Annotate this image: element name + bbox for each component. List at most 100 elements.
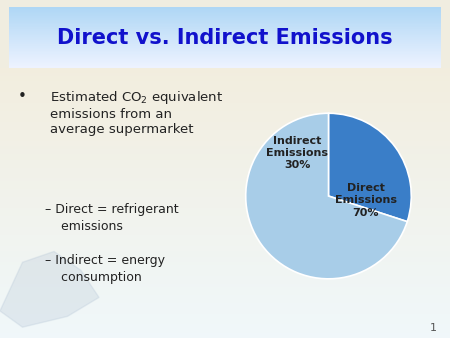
Bar	[9, 19, 441, 20]
Bar	[0, 87, 450, 89]
Bar	[0, 97, 450, 100]
Bar	[0, 203, 450, 206]
Bar	[0, 78, 450, 81]
Bar	[0, 206, 450, 208]
Bar	[0, 224, 450, 227]
Bar	[0, 100, 450, 103]
Bar	[9, 60, 441, 61]
Bar	[0, 262, 450, 265]
Bar	[0, 251, 450, 254]
Bar	[0, 279, 450, 281]
Text: Direct
Emissions
70%: Direct Emissions 70%	[335, 183, 397, 218]
Bar	[0, 108, 450, 111]
Bar	[9, 15, 441, 16]
Bar	[9, 41, 441, 42]
Bar	[9, 36, 441, 37]
Bar	[9, 12, 441, 13]
Text: – Direct = refrigerant
    emissions: – Direct = refrigerant emissions	[45, 203, 179, 233]
Bar	[9, 62, 441, 63]
Bar	[9, 17, 441, 18]
Bar	[0, 319, 450, 322]
Bar	[0, 189, 450, 192]
Bar	[0, 135, 450, 138]
Bar	[9, 16, 441, 17]
Text: Indirect
Emissions
30%: Indirect Emissions 30%	[266, 136, 328, 170]
Wedge shape	[328, 113, 411, 222]
Bar	[0, 162, 450, 165]
Bar	[0, 181, 450, 184]
Bar	[9, 8, 441, 9]
Bar	[9, 18, 441, 19]
Bar	[0, 246, 450, 249]
Circle shape	[0, 246, 135, 338]
Bar	[0, 84, 450, 87]
Bar	[9, 44, 441, 45]
Bar	[9, 29, 441, 30]
Bar	[9, 57, 441, 58]
Bar	[0, 111, 450, 114]
Bar	[0, 254, 450, 257]
Bar	[0, 333, 450, 335]
Bar	[0, 70, 450, 73]
Bar	[9, 33, 441, 34]
Bar	[9, 46, 441, 47]
Bar	[0, 89, 450, 92]
Bar	[9, 23, 441, 24]
Bar	[0, 241, 450, 243]
Bar	[0, 327, 450, 330]
Bar	[9, 67, 441, 68]
Bar	[0, 287, 450, 289]
Bar	[0, 151, 450, 154]
Bar	[0, 92, 450, 95]
Bar	[9, 27, 441, 28]
Bar	[0, 257, 450, 260]
Bar	[9, 14, 441, 15]
Bar	[0, 138, 450, 141]
Bar	[0, 81, 450, 84]
Bar	[0, 289, 450, 292]
Bar	[9, 24, 441, 25]
Bar	[9, 47, 441, 48]
Bar	[0, 216, 450, 219]
Bar	[0, 68, 450, 70]
Bar	[0, 173, 450, 176]
Bar	[0, 170, 450, 173]
Bar	[0, 306, 450, 308]
Bar	[9, 11, 441, 12]
Bar	[0, 270, 450, 273]
Bar	[0, 103, 450, 105]
Bar	[9, 7, 441, 8]
Bar	[9, 54, 441, 55]
Bar	[9, 22, 441, 23]
Text: 1: 1	[429, 322, 436, 333]
Wedge shape	[246, 113, 407, 279]
Bar	[0, 335, 450, 338]
Bar	[9, 31, 441, 32]
Bar	[9, 32, 441, 33]
Bar	[9, 25, 441, 26]
Bar	[0, 187, 450, 189]
Bar	[0, 300, 450, 303]
Bar	[9, 61, 441, 62]
Bar	[0, 311, 450, 314]
Bar	[0, 157, 450, 160]
Bar	[0, 276, 450, 279]
Bar	[0, 308, 450, 311]
Bar	[0, 127, 450, 130]
Bar	[0, 295, 450, 297]
Bar	[0, 316, 450, 319]
Bar	[0, 178, 450, 181]
Bar	[9, 21, 441, 22]
Bar	[0, 314, 450, 316]
Bar	[9, 63, 441, 64]
Bar	[9, 13, 441, 14]
Bar	[9, 59, 441, 60]
Bar	[0, 227, 450, 230]
Bar	[0, 141, 450, 143]
Bar	[0, 176, 450, 178]
Bar	[9, 20, 441, 21]
Bar	[9, 9, 441, 10]
Bar	[0, 211, 450, 214]
Bar	[9, 65, 441, 66]
Bar	[0, 265, 450, 268]
